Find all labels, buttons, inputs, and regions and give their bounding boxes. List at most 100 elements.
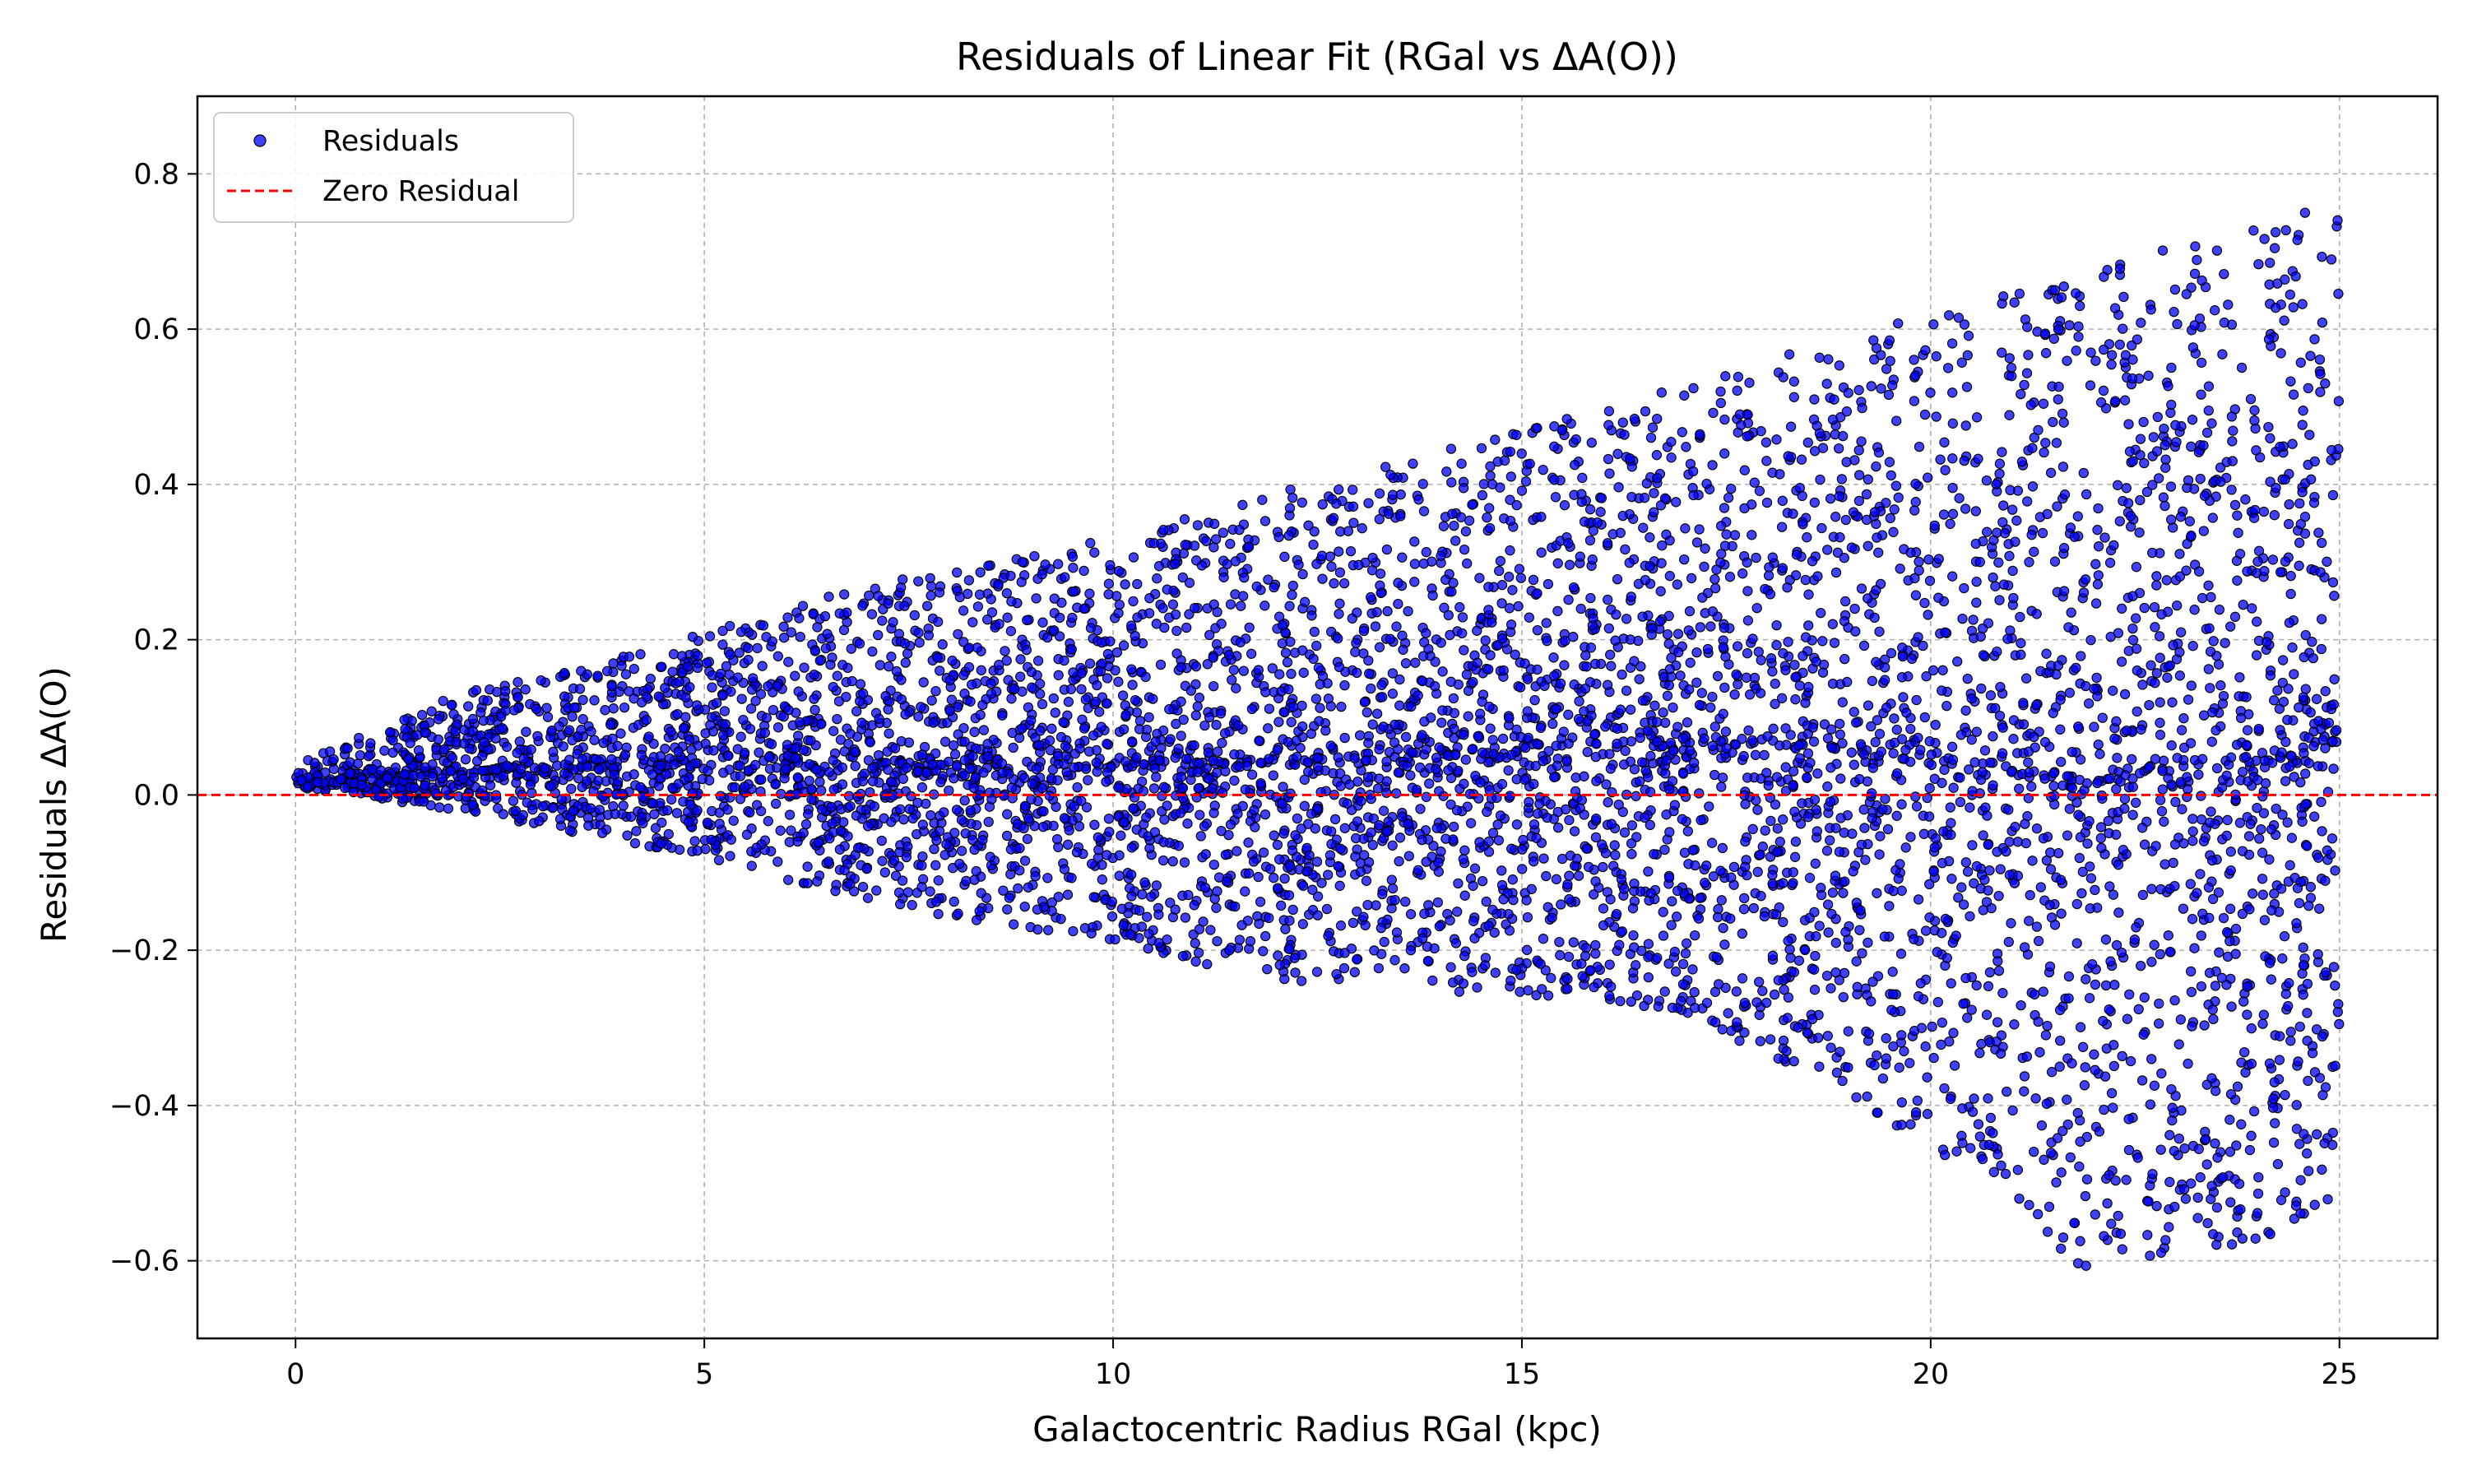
scatter-point bbox=[2317, 797, 2326, 806]
scatter-point bbox=[672, 809, 681, 818]
scatter-point bbox=[2075, 1162, 2084, 1171]
scatter-point bbox=[1144, 930, 1153, 939]
scatter-point bbox=[1756, 689, 1765, 698]
scatter-point bbox=[2147, 884, 2156, 893]
scatter-point bbox=[2179, 839, 2188, 848]
scatter-point bbox=[1283, 658, 1292, 667]
scatter-point bbox=[1744, 726, 1753, 735]
scatter-point bbox=[976, 710, 985, 719]
scatter-point bbox=[1975, 1049, 1984, 1058]
scatter-point bbox=[1752, 604, 1761, 613]
scatter-point bbox=[1658, 907, 1668, 916]
scatter-point bbox=[1090, 820, 1099, 829]
scatter-point bbox=[2170, 1202, 2179, 1211]
scatter-point bbox=[2059, 418, 2068, 427]
scatter-point bbox=[824, 768, 833, 777]
scatter-point bbox=[2103, 1199, 2112, 1208]
scatter-point bbox=[1685, 606, 1694, 615]
scatter-point bbox=[2157, 807, 2166, 816]
scatter-point bbox=[2128, 591, 2137, 601]
scatter-point bbox=[2316, 387, 2325, 397]
scatter-point bbox=[2155, 949, 2164, 958]
scatter-point bbox=[2020, 1087, 2029, 1096]
scatter-point bbox=[1997, 1049, 2006, 1058]
scatter-point bbox=[1060, 814, 1069, 823]
scatter-point bbox=[855, 639, 864, 648]
scatter-point bbox=[2052, 438, 2061, 448]
scatter-point bbox=[1620, 430, 1629, 439]
scatter-point bbox=[2092, 599, 2101, 608]
scatter-point bbox=[899, 815, 908, 824]
scatter-point bbox=[2156, 884, 2165, 893]
scatter-point bbox=[1923, 610, 1932, 619]
scatter-point bbox=[2003, 634, 2012, 643]
scatter-point bbox=[2243, 726, 2252, 735]
scatter-point bbox=[1506, 472, 1515, 481]
scatter-point bbox=[1830, 638, 1839, 647]
scatter-point bbox=[686, 800, 695, 809]
scatter-point bbox=[1604, 624, 1613, 633]
scatter-point bbox=[1995, 596, 2004, 605]
scatter-point bbox=[1822, 846, 1831, 856]
scatter-point bbox=[1894, 493, 1903, 502]
scatter-point bbox=[2001, 1169, 2010, 1178]
scatter-point bbox=[1505, 546, 1515, 555]
scatter-point bbox=[986, 595, 995, 604]
scatter-point bbox=[1103, 649, 1112, 658]
scatter-point bbox=[1273, 883, 1283, 893]
scatter-point bbox=[2204, 382, 2213, 391]
scatter-point bbox=[2054, 325, 2063, 334]
scatter-point bbox=[1782, 1046, 1791, 1055]
scatter-point bbox=[948, 656, 957, 665]
scatter-point bbox=[1378, 889, 1387, 898]
scatter-point bbox=[1065, 826, 1074, 835]
scatter-point bbox=[2220, 638, 2229, 647]
scatter-point bbox=[2085, 994, 2095, 1003]
scatter-point bbox=[2074, 322, 2083, 331]
scatter-point bbox=[1931, 721, 1940, 730]
scatter-point bbox=[2192, 888, 2201, 897]
scatter-point bbox=[1068, 552, 1077, 561]
scatter-point bbox=[1761, 826, 1770, 835]
scatter-point bbox=[1719, 503, 1728, 512]
scatter-point bbox=[2152, 581, 2161, 590]
scatter-point bbox=[2079, 1042, 2088, 1051]
scatter-point bbox=[538, 802, 547, 811]
scatter-point bbox=[965, 643, 974, 652]
scatter-point bbox=[1366, 828, 1375, 837]
scatter-point bbox=[2132, 707, 2141, 716]
scatter-point bbox=[1549, 653, 1558, 662]
scatter-point bbox=[1491, 435, 1500, 444]
scatter-point bbox=[1589, 982, 1598, 991]
scatter-point bbox=[1847, 748, 1856, 757]
scatter-point bbox=[1550, 475, 1559, 485]
scatter-point bbox=[745, 808, 754, 817]
scatter-point bbox=[1708, 741, 1717, 750]
scatter-point bbox=[2002, 847, 2011, 856]
scatter-point bbox=[833, 671, 842, 680]
scatter-point bbox=[1855, 471, 1864, 480]
scatter-point bbox=[1102, 699, 1111, 708]
scatter-point bbox=[1973, 413, 1982, 422]
scatter-point bbox=[2170, 882, 2179, 891]
scatter-point bbox=[1312, 641, 1321, 650]
scatter-point bbox=[1361, 921, 1370, 930]
scatter-point bbox=[2212, 1241, 2221, 1250]
scatter-point bbox=[1824, 928, 1833, 937]
scatter-point bbox=[1691, 860, 1700, 870]
scatter-point bbox=[1264, 913, 1273, 922]
scatter-point bbox=[1980, 746, 1989, 755]
scatter-point bbox=[2082, 489, 2091, 499]
scatter-point bbox=[757, 806, 766, 815]
scatter-point bbox=[2209, 1230, 2218, 1239]
scatter-point bbox=[1570, 461, 1580, 470]
scatter-point bbox=[1152, 772, 1161, 781]
scatter-point bbox=[2056, 725, 2065, 734]
scatter-point bbox=[859, 883, 868, 892]
scatter-point bbox=[1023, 883, 1032, 892]
scatter-point bbox=[2020, 1072, 2029, 1081]
scatter-point bbox=[2279, 656, 2288, 665]
scatter-point bbox=[1505, 495, 1515, 504]
scatter-point bbox=[2233, 511, 2242, 520]
scatter-point bbox=[1682, 443, 1691, 452]
